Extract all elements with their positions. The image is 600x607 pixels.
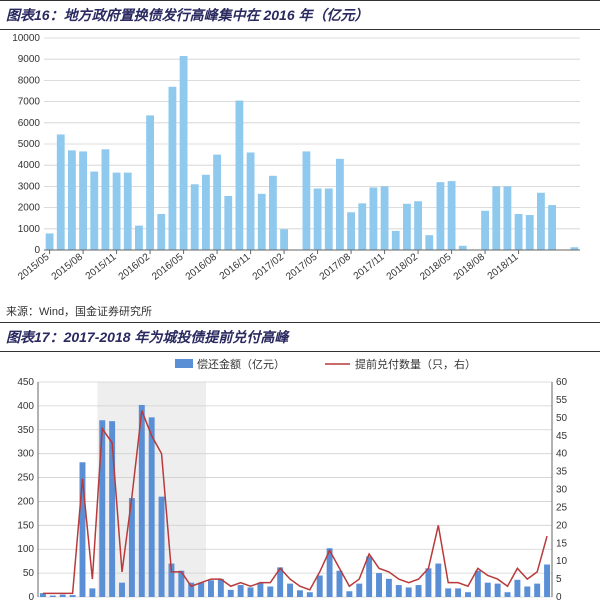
- svg-text:10000: 10000: [12, 33, 40, 44]
- svg-text:15: 15: [556, 538, 568, 549]
- svg-text:6000: 6000: [18, 118, 41, 129]
- svg-text:2017/11: 2017/11: [352, 251, 387, 282]
- svg-text:0: 0: [556, 592, 562, 603]
- svg-text:提前兑付数量（只，右）: 提前兑付数量（只，右）: [355, 357, 476, 371]
- svg-text:1000: 1000: [18, 224, 41, 235]
- svg-text:2016/05: 2016/05: [150, 251, 186, 282]
- svg-text:2015/08: 2015/08: [50, 251, 86, 282]
- svg-text:150: 150: [17, 520, 34, 531]
- svg-text:2018/11: 2018/11: [486, 251, 521, 282]
- chart16-container: 0 1000 2000 3000 4000 5000 6000 7000 8000 9000 100…: [0, 30, 600, 300]
- svg-text:2018/08: 2018/08: [452, 251, 488, 282]
- svg-text:30: 30: [556, 485, 568, 496]
- svg-text:40: 40: [556, 449, 568, 460]
- svg-text:2017/02: 2017/02: [251, 251, 287, 282]
- chart17-container: 0 50 100 150 200 250 300 350 400 450 0 5 10 15 20 25 30 3…: [0, 352, 600, 607]
- svg-text:7000: 7000: [18, 97, 41, 108]
- svg-text:2015/05: 2015/05: [16, 251, 52, 282]
- svg-text:5000: 5000: [18, 139, 41, 150]
- chart17-title: 图表17：2017-2018 年为城投债提前兑付高峰: [0, 323, 600, 352]
- svg-text:55: 55: [556, 395, 568, 406]
- svg-text:2016/02: 2016/02: [117, 251, 153, 282]
- svg-text:60: 60: [556, 377, 568, 388]
- svg-text:8000: 8000: [18, 75, 41, 86]
- chart16-svg: 0 1000 2000 3000 4000 5000 6000 7000 8000 9000 100…: [0, 30, 590, 300]
- svg-text:9000: 9000: [18, 54, 41, 65]
- svg-text:50: 50: [556, 413, 568, 424]
- svg-text:0: 0: [34, 245, 40, 256]
- svg-text:400: 400: [17, 401, 34, 412]
- source-text: 来源：Wind，国金证券研究所: [0, 300, 600, 323]
- svg-text:2018/02: 2018/02: [385, 251, 421, 282]
- svg-text:100: 100: [17, 544, 34, 555]
- svg-text:2017/08: 2017/08: [318, 251, 354, 282]
- svg-text:2000: 2000: [18, 203, 41, 214]
- svg-text:4000: 4000: [18, 160, 41, 171]
- svg-text:200: 200: [17, 496, 34, 507]
- svg-text:45: 45: [556, 431, 568, 442]
- svg-text:5: 5: [556, 574, 562, 585]
- svg-text:0: 0: [28, 592, 34, 603]
- svg-text:10: 10: [556, 556, 568, 567]
- svg-text:300: 300: [17, 449, 34, 460]
- svg-text:2016/08: 2016/08: [184, 251, 220, 282]
- chart16-title: 图表16：地方政府置换债发行高峰集中在 2016 年（亿元）: [0, 0, 600, 30]
- svg-text:2016/11: 2016/11: [218, 251, 253, 282]
- svg-text:25: 25: [556, 502, 568, 513]
- svg-text:350: 350: [17, 425, 34, 436]
- svg-text:450: 450: [17, 377, 34, 388]
- svg-text:20: 20: [556, 520, 568, 531]
- svg-text:2018/05: 2018/05: [418, 251, 454, 282]
- svg-text:3000: 3000: [18, 181, 41, 192]
- svg-text:250: 250: [17, 473, 34, 484]
- chart17-svg: 0 50 100 150 200 250 300 350 400 450 0 5 10 15 20 25 30 3…: [0, 352, 590, 607]
- svg-text:2017/05: 2017/05: [284, 251, 320, 282]
- svg-text:2015/11: 2015/11: [84, 251, 119, 282]
- svg-text:35: 35: [556, 467, 568, 478]
- svg-text:50: 50: [23, 568, 35, 579]
- svg-text:偿还金额（亿元）: 偿还金额（亿元）: [197, 357, 285, 371]
